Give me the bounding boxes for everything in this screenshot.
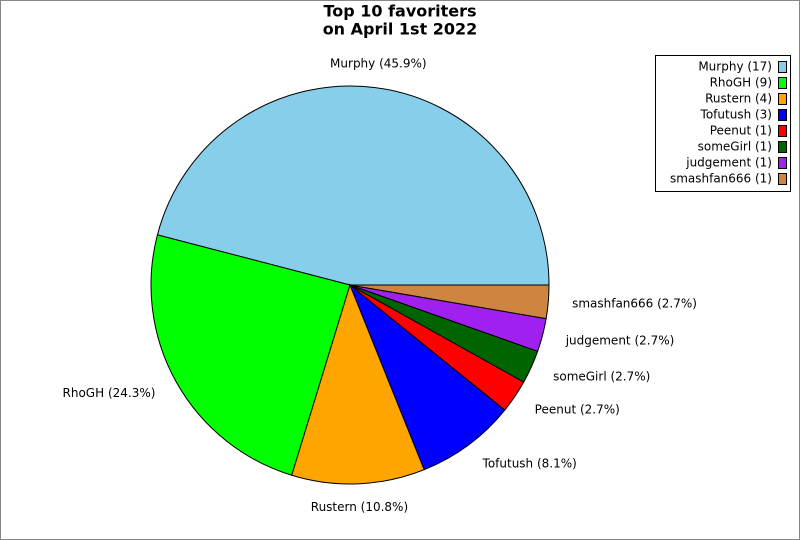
slice-label: Rustern (10.8%) bbox=[311, 500, 408, 514]
legend-swatch bbox=[778, 157, 787, 169]
slice-label: smashfan666 (2.7%) bbox=[572, 296, 697, 310]
pie-slice bbox=[150, 234, 351, 476]
pie-slice bbox=[156, 85, 550, 286]
slice-label: Tofutush (8.1%) bbox=[482, 457, 577, 471]
chart-title: Top 10 favoriters bbox=[323, 2, 476, 21]
slice-label: judgement (2.7%) bbox=[565, 334, 675, 348]
pie-slice bbox=[291, 283, 425, 485]
legend-label: Rustern (4) bbox=[705, 92, 772, 106]
slice-label: someGirl (2.7%) bbox=[553, 369, 650, 383]
pie-slice bbox=[349, 284, 550, 320]
legend-label: Murphy (17) bbox=[698, 60, 772, 74]
legend-swatch bbox=[778, 125, 787, 137]
chart-title: on April 1st 2022 bbox=[323, 20, 478, 39]
legend-swatch bbox=[778, 141, 787, 153]
legend-box bbox=[655, 55, 791, 192]
legend-label: smashfan666 (1) bbox=[670, 172, 772, 186]
slice-label: RhoGH (24.3%) bbox=[63, 386, 156, 400]
legend-swatch bbox=[778, 61, 787, 73]
legend-swatch bbox=[778, 93, 787, 105]
slice-label: Peenut (2.7%) bbox=[535, 402, 620, 416]
legend-swatch bbox=[778, 109, 787, 121]
legend-label: judgement (1) bbox=[685, 156, 772, 170]
legend-swatch bbox=[778, 77, 787, 89]
slice-label: Murphy (45.9%) bbox=[330, 56, 427, 70]
legend-swatch bbox=[778, 173, 787, 185]
legend-label: someGirl (1) bbox=[698, 140, 772, 154]
legend-label: RhoGH (9) bbox=[710, 76, 772, 90]
pie-slice bbox=[348, 283, 506, 471]
legend-label: Tofutush (3) bbox=[700, 108, 772, 122]
legend-label: Peenut (1) bbox=[710, 124, 772, 138]
